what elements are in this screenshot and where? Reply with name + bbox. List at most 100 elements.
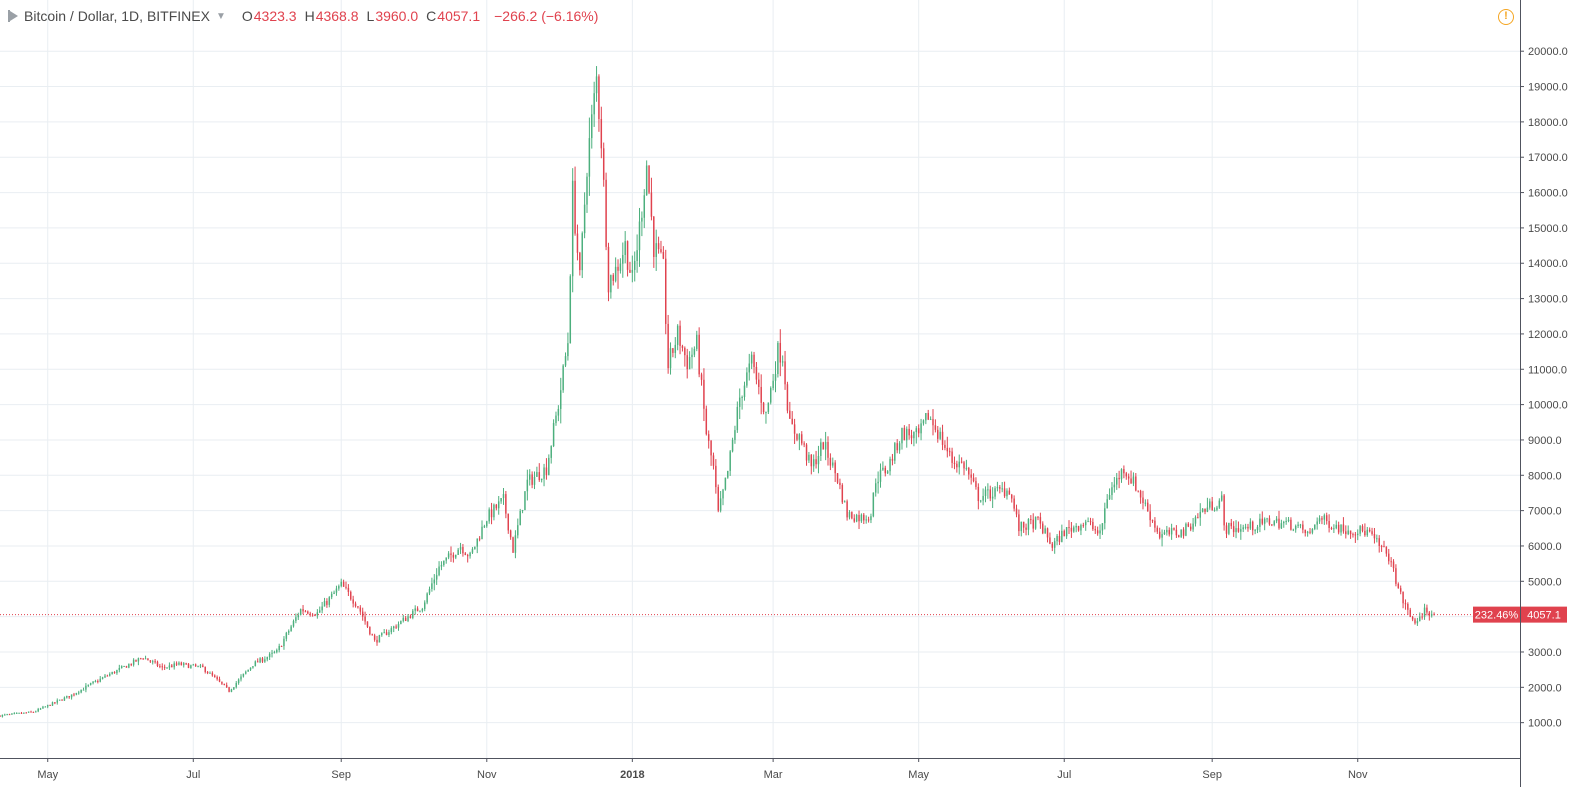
- candle: [1297, 521, 1299, 529]
- candle: [292, 619, 295, 628]
- candle: [30, 710, 32, 713]
- candle: [805, 443, 808, 466]
- candle: [1249, 518, 1252, 530]
- candle: [915, 426, 918, 444]
- candle: [719, 490, 722, 513]
- candle: [37, 707, 39, 713]
- candle: [101, 676, 104, 680]
- candle: [1259, 513, 1261, 533]
- candle: [843, 500, 846, 503]
- candle: [1366, 526, 1369, 537]
- candle: [1244, 523, 1247, 530]
- y-tick-label: 17000.0: [1528, 152, 1568, 164]
- candle: [543, 463, 545, 487]
- candle: [233, 687, 235, 691]
- candle: [896, 439, 898, 454]
- candle: [657, 236, 660, 254]
- candle: [824, 431, 827, 461]
- candle: [106, 674, 109, 677]
- candle: [898, 441, 901, 454]
- candle: [221, 681, 223, 685]
- x-tick-label: 2018: [620, 769, 644, 781]
- candle: [1211, 496, 1213, 511]
- candle: [214, 674, 216, 678]
- candle: [832, 457, 834, 468]
- candle: [786, 381, 789, 414]
- candle: [347, 584, 350, 597]
- candle: [455, 554, 457, 560]
- candle: [1025, 523, 1027, 536]
- candle: [994, 486, 996, 500]
- candle: [560, 377, 562, 424]
- candle: [1397, 582, 1400, 589]
- candle: [1287, 516, 1290, 523]
- candle: [569, 274, 572, 344]
- candle: [202, 663, 204, 668]
- candle: [1120, 468, 1123, 483]
- candle: [438, 561, 440, 577]
- candle: [932, 409, 934, 436]
- candle: [32, 711, 35, 713]
- candle: [357, 605, 359, 609]
- candle: [56, 698, 59, 705]
- candle: [540, 478, 543, 483]
- candle: [633, 251, 636, 282]
- candle: [500, 498, 502, 504]
- candle: [1395, 564, 1397, 587]
- candle: [1433, 612, 1435, 616]
- candle: [693, 346, 696, 358]
- candle: [1039, 512, 1042, 529]
- candle: [1232, 521, 1235, 537]
- candle: [1283, 520, 1285, 528]
- candle: [1065, 527, 1068, 539]
- candle: [750, 351, 753, 370]
- candle: [906, 426, 908, 448]
- candle: [956, 460, 958, 473]
- candle: [178, 661, 180, 666]
- candle: [1001, 482, 1003, 493]
- candle: [1132, 472, 1135, 487]
- candle: [796, 433, 798, 442]
- candle: [412, 609, 414, 620]
- candle: [1371, 527, 1373, 536]
- candle: [1113, 476, 1116, 493]
- candle: [741, 395, 743, 410]
- candle: [951, 447, 953, 469]
- candle: [378, 634, 381, 643]
- candle: [972, 473, 975, 483]
- warning-icon[interactable]: !: [1498, 9, 1514, 25]
- candle: [216, 675, 218, 681]
- candle: [1309, 527, 1311, 535]
- candle: [316, 609, 319, 619]
- candle: [1101, 523, 1104, 535]
- candle: [889, 456, 891, 476]
- candle: [1139, 489, 1142, 504]
- candle: [984, 486, 987, 503]
- candle: [536, 466, 538, 477]
- candle: [78, 690, 80, 695]
- candle: [1182, 527, 1185, 539]
- candle: [1290, 517, 1292, 531]
- candle: [533, 471, 536, 490]
- candle: [1356, 529, 1359, 541]
- candle: [194, 663, 197, 667]
- candle: [135, 659, 137, 662]
- flag-icon[interactable]: [8, 10, 18, 22]
- candle: [426, 592, 428, 605]
- x-tick-label: Jul: [1057, 769, 1071, 781]
- candle: [681, 344, 684, 352]
- candle: [187, 663, 190, 669]
- candle: [345, 581, 347, 590]
- symbol-title[interactable]: Bitcoin / Dollar, 1D, BITFINEX: [24, 8, 210, 24]
- candle: [228, 686, 230, 693]
- candle: [51, 701, 54, 706]
- candle: [1094, 525, 1096, 534]
- candle: [66, 695, 68, 699]
- candle: [920, 418, 922, 441]
- chevron-down-icon[interactable]: ▼: [215, 10, 226, 22]
- candle: [414, 605, 416, 615]
- candle: [18, 712, 20, 714]
- grid: [0, 0, 1520, 758]
